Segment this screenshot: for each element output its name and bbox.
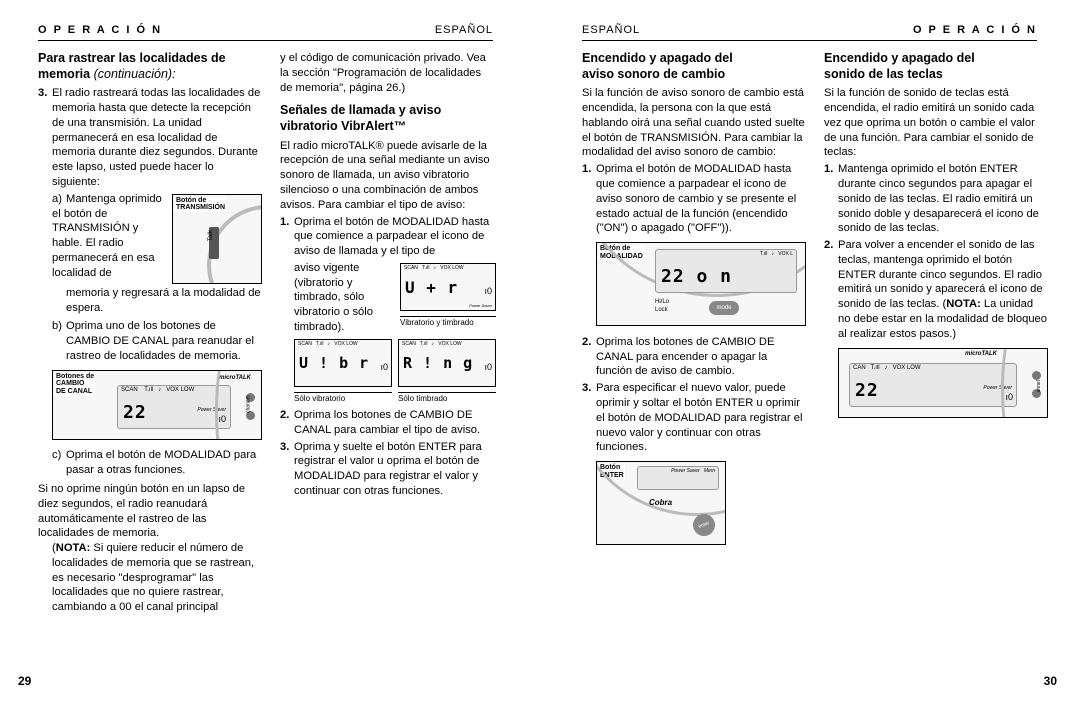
section-label: O P E R A C I Ó N (913, 24, 1037, 36)
step-text-cont: aviso vigente (vibratorio y timbrado, só… (294, 262, 373, 333)
lcd-value: 22 (123, 401, 147, 425)
heading-key-tone: Encendido y apagado del sonido de las te… (824, 51, 1048, 82)
lcd-value: U ! b r (299, 354, 369, 374)
heading-memory-locations: Para rastrear las localidades de memoria… (38, 51, 262, 82)
heading-roger-beep: Encendido y apagado del aviso sonoro de … (582, 51, 806, 82)
figure-mode-button: Botón de MODALIDAD T.ıll ♪ VOX L 22 o n … (596, 242, 806, 326)
page-number: 30 (1044, 674, 1057, 688)
step-number: 1. (824, 162, 838, 236)
mode-button: mode (709, 301, 739, 315)
figure-label: Botones de CAMBIO DE CANAL (55, 373, 95, 396)
step-number: 2. (582, 335, 596, 379)
left-column-2: y el código de comunicación privado. Vea… (280, 51, 496, 615)
figure-transmit-button: Botón de TRANSMISIÓN Talk (172, 194, 262, 284)
page-left: O P E R A C I Ó N ESPAÑOL Para rastrear … (18, 24, 513, 660)
step-text: Para especificar el nuevo valor, puede o… (596, 381, 806, 455)
channel-label: annel (1036, 380, 1043, 392)
figure-caption: Sólo timbrado (398, 392, 496, 405)
step-number: 3. (280, 440, 294, 499)
substep-letter: a) (52, 192, 66, 207)
figure-caption: Sólo vibratorio (294, 392, 392, 405)
note-text: Si no oprime ningún botón en un lapso de… (38, 482, 262, 541)
right-column-1: Encendido y apagado del aviso sonoro de … (582, 51, 806, 554)
substep-text: Oprima el botón de MODALIDAD para pasar … (66, 448, 262, 478)
left-column-1: Para rastrear las localidades de memoria… (38, 51, 262, 615)
note-bold: NOTA: (56, 542, 91, 554)
lcd-value: 22 (855, 379, 879, 403)
lcd-value: R ! n g (403, 354, 473, 374)
figure-keytone-lcd: microTALK CAN T.ıll ♪ VOX LOW 22 ı0 Powe… (838, 348, 1048, 418)
lcd-value: U + r (405, 277, 458, 298)
step-text: El radio rastreará todas las localidades… (52, 86, 262, 189)
page-right: ESPAÑOL O P E R A C I Ó N Encendido y ap… (562, 24, 1057, 660)
substep-text: Oprima uno de los botones de CAMBIO DE C… (66, 319, 262, 363)
figure-caption: Vibratorio y timbrado (400, 316, 496, 329)
step-text: Para volver a encender el sonido de las … (838, 238, 1048, 341)
figure-channel-buttons: Botones de CAMBIO DE CANAL microTALK SCA… (52, 370, 262, 440)
step-number: 3. (38, 86, 52, 189)
step-text: Oprima y suelte el botón ENTER para regi… (294, 440, 496, 499)
right-column-2: Encendido y apagado del sonido de las te… (824, 51, 1048, 554)
figure-vibrate-only: SCAN T.ıll ♪ VOX LOW U ! b r ı0 Sólo vib… (294, 339, 392, 404)
step-number: 1. (280, 215, 294, 259)
lcd-value: 22 o n (661, 265, 732, 289)
brand-label: Cobra (649, 498, 672, 509)
page-header-right: ESPAÑOL O P E R A C I Ó N (582, 24, 1037, 41)
step-number: 3. (582, 381, 596, 455)
continuation-text: y el código de comunicación privado. Vea… (280, 51, 496, 95)
step-number: 1. (582, 162, 596, 236)
figure-vibrate-ring: SCAN T.ıll ♪ VOX LOW U + r ı0 Power Save… (400, 263, 496, 328)
section-label: O P E R A C I Ó N (38, 24, 162, 36)
talk-label: Talk (208, 230, 216, 241)
page-header-left: O P E R A C I Ó N ESPAÑOL (38, 24, 493, 41)
intro-text: El radio microTALK® puede avisarle de la… (280, 139, 496, 213)
step-number: 2. (280, 408, 294, 438)
figure-ring-only: SCAN T.ıll ♪ VOX LOW R ! n g ı0 Sólo tim… (398, 339, 496, 404)
substep-letter: c) (52, 448, 66, 478)
page-number: 29 (18, 674, 31, 688)
heading-vibralert: Señales de llamada y aviso vibratorio Vi… (280, 103, 496, 134)
step-text: Oprima los botones de CAMBIO DE CANAL pa… (596, 335, 806, 379)
channel-label: channel (246, 395, 253, 413)
step-text: Oprima el botón de MODALIDAD hasta que c… (596, 162, 806, 236)
figure-enter-button: Botón ENTER Power Saver Mem Cobra enter (596, 461, 726, 545)
intro-text: Si la función de sonido de teclas está e… (824, 86, 1048, 160)
intro-text: Si la función de aviso sonoro de cambio … (582, 86, 806, 160)
substep-text-cont: memoria y regresará a la modalidad de es… (66, 286, 262, 316)
language-label: ESPAÑOL (435, 24, 493, 36)
brand-label: microTALK (965, 351, 997, 359)
step-text: Mantenga oprimido el botón ENTER durante… (838, 162, 1048, 236)
language-label: ESPAÑOL (582, 24, 640, 36)
step-number: 2. (824, 238, 838, 341)
step-text: Oprima los botones de CAMBIO DE CANAL pa… (294, 408, 496, 438)
substep-text: Mantenga oprimido el botón de TRANSMISIÓ… (52, 193, 162, 279)
step-text: Oprima el botón de MODALIDAD hasta que c… (294, 215, 496, 259)
figure-label: Botón de TRANSMISIÓN (175, 197, 226, 212)
substep-letter: b) (52, 319, 66, 363)
